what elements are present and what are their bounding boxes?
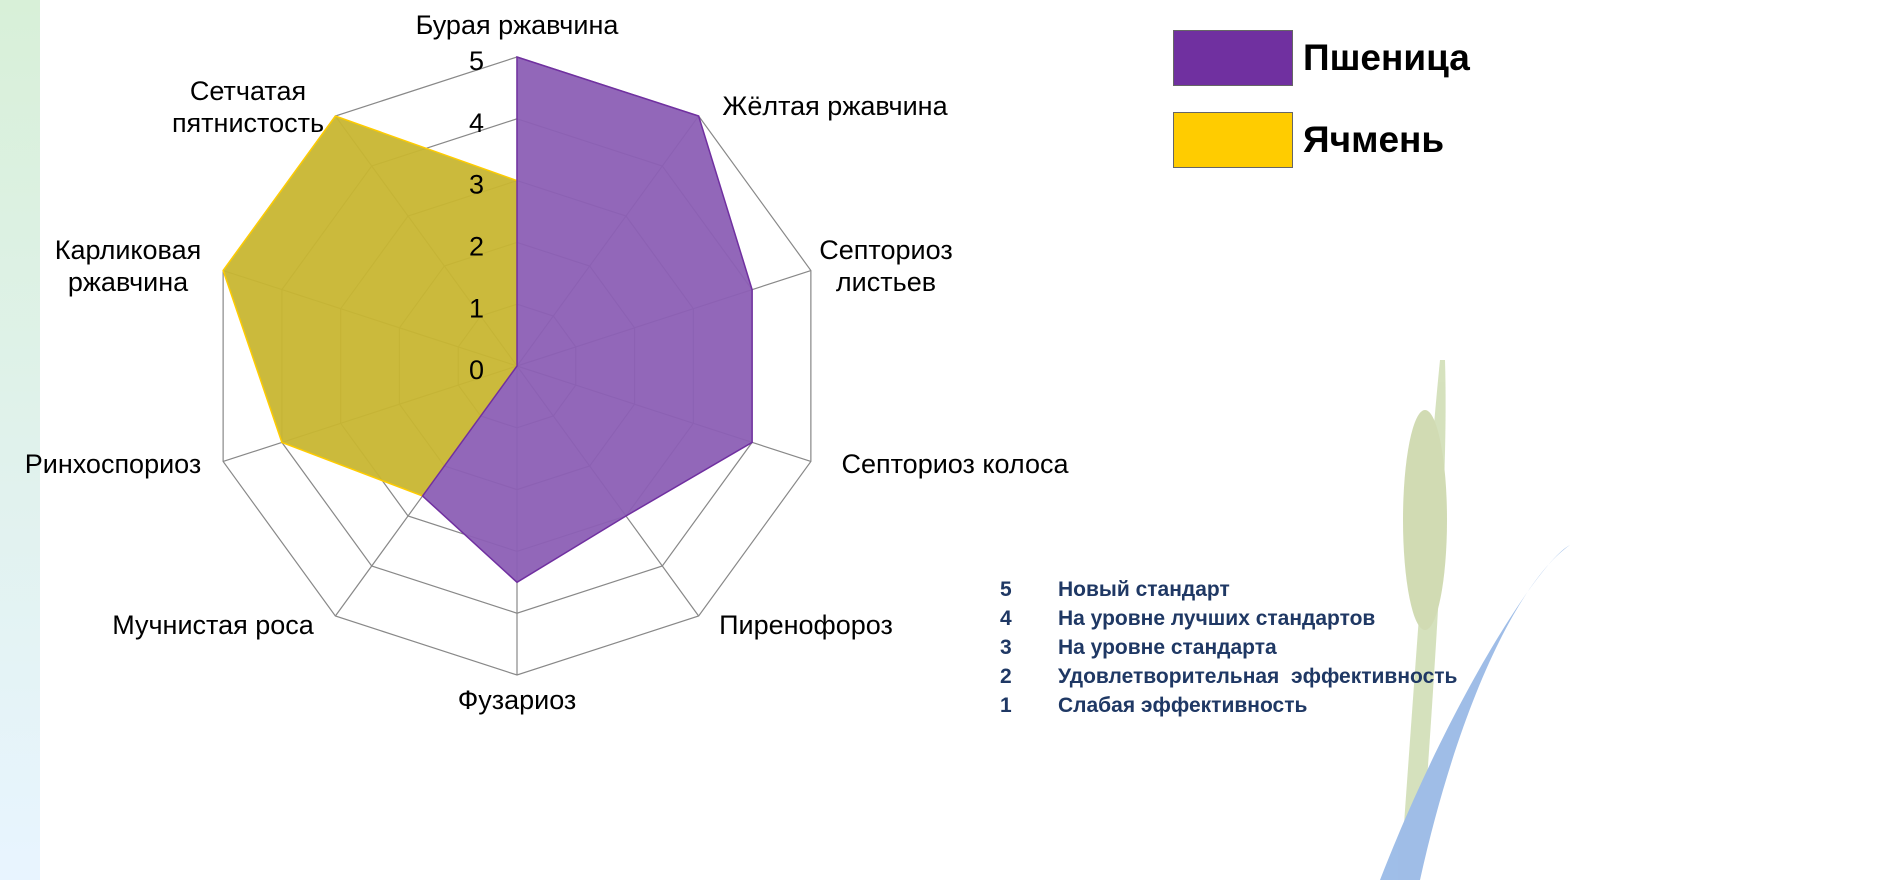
legend-item: Ячмень [1173,112,1444,168]
score-text: Новый стандарт [1058,578,1230,601]
legend-swatch [1173,30,1293,86]
legend-label: Пшеница [1303,37,1470,78]
tick-label: 4 [469,108,484,138]
series-area [421,55,753,584]
tick-label: 3 [469,170,484,200]
category-label: Сетчатая пятнистость [171,76,325,138]
tick-label: 0 [469,355,484,385]
score-note: 3 На уровне стандарта [1000,636,1457,665]
side-strip [0,0,40,880]
wheat-decoration [1380,360,1570,880]
score-text: На уровне лучших стандартов [1058,607,1376,630]
score: 5 [1000,578,1012,601]
category-label: Жёлтая ржавчина [722,91,948,121]
score: 4 [1000,607,1012,630]
category-label: Септориоз колоса [841,449,1069,479]
category-label: Септориоз листьев [819,235,953,297]
score-text: Удовлетворительная эффективность [1058,665,1458,688]
category-label: Мучнистая роса [112,610,314,640]
legend-swatch [1173,112,1293,168]
score-note: 2 Удовлетворительная эффективность [1000,665,1457,694]
score-note: 4 На уровне лучших стандартов [1000,607,1457,636]
score: 3 [1000,636,1012,659]
tick-label: 2 [469,232,484,262]
tick-label: 1 [469,293,484,323]
tick-label: 5 [469,46,484,76]
score: 1 [1000,694,1012,717]
category-label: Бурая ржавчина [415,10,619,40]
legend-label: Ячмень [1303,119,1445,160]
score-text: На уровне стандарта [1058,636,1277,659]
score-note: 1 Слабая эффективность [1000,694,1457,723]
legend-item: Пшеница [1173,30,1470,86]
score-text: Слабая эффективность [1058,694,1308,717]
category-label: Пиренофороз [719,610,893,640]
category-label: Ринхоспориоз [24,449,202,479]
score-notes: 5 Новый стандарт 4 На уровне лучших стандар… [1000,578,1457,723]
score-note: 5 Новый стандарт [1000,578,1457,607]
category-label: Карликовая ржавчина [54,235,202,297]
score: 2 [1000,665,1012,688]
category-label: Фузариоз [457,685,577,715]
